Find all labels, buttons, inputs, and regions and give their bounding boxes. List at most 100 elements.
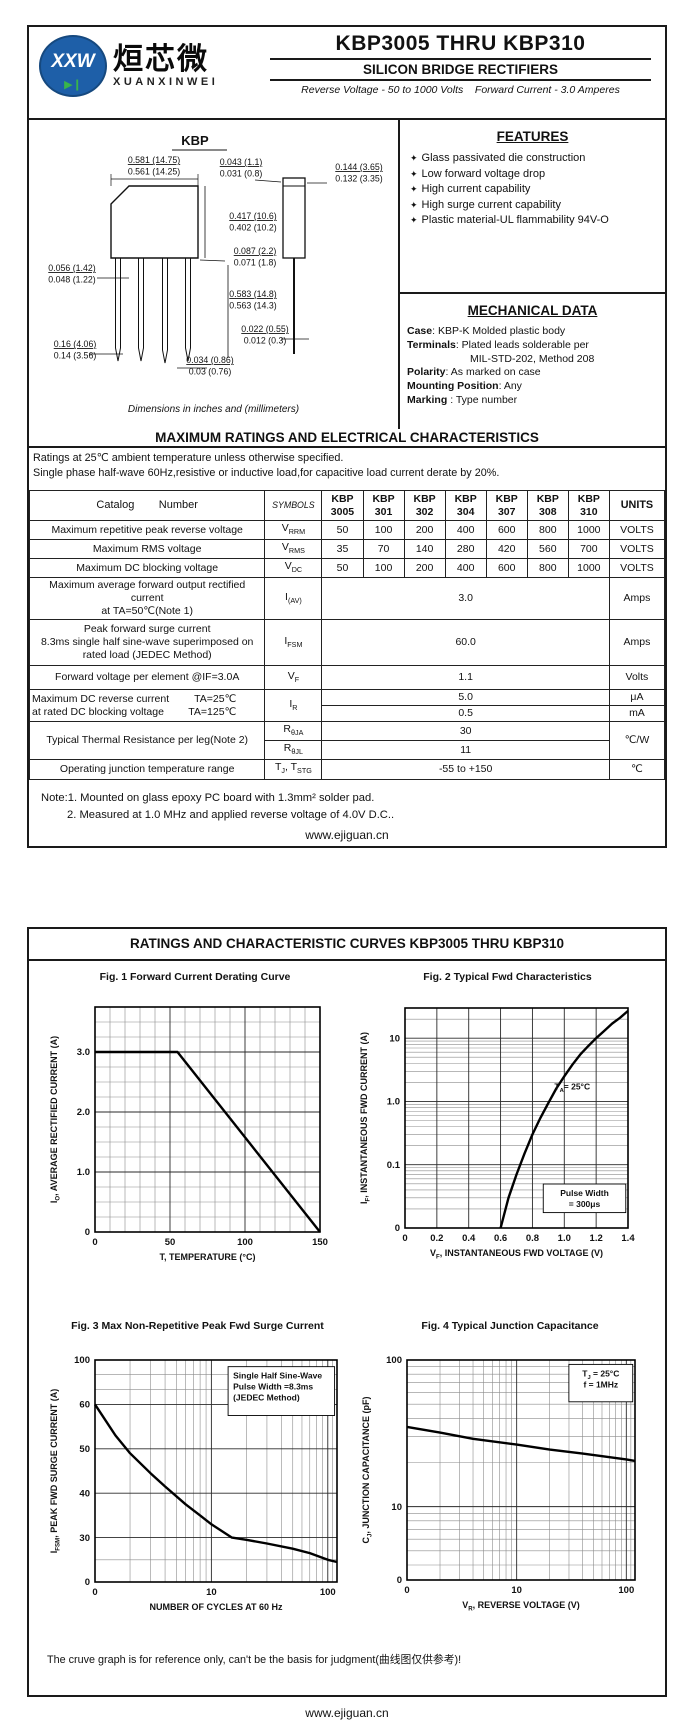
value-cell: 30 bbox=[321, 721, 610, 742]
dim-lead-thick-mm: 0.012 (0.3) bbox=[244, 336, 287, 346]
datasheet-page-1: XXW ▶❙ 烜芯微 XUANXINWEI KBP3005 THRU KBP31… bbox=[27, 25, 667, 848]
max-ratings-title: MAXIMUM RATINGS AND ELECTRICAL CHARACTER… bbox=[29, 429, 665, 448]
feature-text: High current capability bbox=[421, 183, 531, 195]
model-header-cell: KBP 310 bbox=[567, 490, 610, 521]
fig1-title: Fig. 1 Forward Current Derating Curve bbox=[99, 971, 291, 983]
value-cell: 140 bbox=[403, 539, 446, 560]
mech-row-terminals-2: MIL-STD-202, Method 208 bbox=[470, 352, 595, 365]
dim-lead-length-mm: 0.563 (14.3) bbox=[229, 301, 277, 311]
ratings-tagline: Reverse Voltage - 50 to 1000 Volts Forwa… bbox=[301, 84, 620, 96]
value-cell: 35 bbox=[321, 539, 364, 560]
svg-text:1.0: 1.0 bbox=[558, 1233, 571, 1244]
dim-lead-width-mm: 0.048 (1.22) bbox=[48, 275, 96, 285]
feature-item: ✦ Low forward voltage drop bbox=[400, 167, 665, 183]
ratings-table: Catalog Number SYMBOLS KBP 3005 KBP 301 KB… bbox=[28, 490, 666, 780]
table-row-iav: Maximum average forward output rectified… bbox=[28, 577, 666, 621]
feature-item: ✦ High current capability bbox=[400, 182, 665, 198]
svg-text:(JEDEC Method): (JEDEC Method) bbox=[233, 1393, 300, 1403]
model-header-cell: KBP 307 bbox=[485, 490, 528, 521]
package-outline-drawing: KBP bbox=[48, 133, 383, 377]
symbol-cell: IFSM bbox=[264, 619, 323, 667]
svg-text:1.0: 1.0 bbox=[77, 1167, 90, 1178]
svg-text:0: 0 bbox=[92, 1237, 97, 1248]
dim-body-height-mm: 0.402 (10.2) bbox=[229, 223, 277, 233]
svg-text:0: 0 bbox=[92, 1587, 97, 1598]
svg-text:Pulse Width =8.3ms: Pulse Width =8.3ms bbox=[233, 1382, 313, 1392]
svg-text:100: 100 bbox=[618, 1585, 634, 1596]
mech-row-terminals: Terminals: Plated leads solderable per bbox=[407, 338, 589, 351]
svg-text:IFSM, PEAK FWD SURGE CURRENT: IFSM, PEAK FWD SURGE CURRENT (A) bbox=[49, 1389, 61, 1553]
svg-text:0: 0 bbox=[397, 1575, 402, 1586]
value-cell: 5.0 bbox=[321, 689, 610, 707]
value-cell: 400 bbox=[444, 519, 487, 541]
bullet-icon: ✦ bbox=[410, 199, 418, 210]
value-cell: 800 bbox=[526, 558, 569, 579]
value-cell: 600 bbox=[485, 558, 528, 579]
svg-text:T, TEMPERATURE (°C): T, TEMPERATURE (°C) bbox=[160, 1252, 256, 1262]
svg-text:IO, AVERAGE RECTIFIED CURRENT: IO, AVERAGE RECTIFIED CURRENT (A) bbox=[49, 1036, 61, 1203]
logo-globe-icon: XXW ▶❙ bbox=[39, 35, 107, 97]
lead-1 bbox=[115, 257, 121, 362]
svg-text:NUMBER OF CYCLES AT 60 Hz: NUMBER OF CYCLES AT 60 Hz bbox=[149, 1602, 283, 1612]
dim-thickness-mm: 0.132 (3.35) bbox=[335, 174, 383, 184]
symbol-cell: VF bbox=[264, 665, 323, 691]
table-row-vrrm: Maximum repetitive peak reverse voltage … bbox=[28, 519, 666, 541]
bullet-icon: ✦ bbox=[410, 184, 418, 194]
logo-romanized-name: XUANXINWEI bbox=[113, 76, 219, 88]
units-header-cell: UNITS bbox=[608, 490, 666, 521]
feature-text: Glass passivated die construction bbox=[421, 152, 586, 164]
svg-text:3.0: 3.0 bbox=[77, 1047, 90, 1058]
svg-text:60: 60 bbox=[79, 1400, 90, 1411]
symbol-cell: VRRM bbox=[264, 519, 323, 541]
table-row-vf: Forward voltage per element @IF=3.0A VF … bbox=[28, 665, 666, 691]
note-1: Note:1. Mounted on glass epoxy PC board … bbox=[41, 791, 375, 804]
feature-text: High surge current capability bbox=[421, 198, 561, 211]
value-cell: 200 bbox=[403, 558, 446, 579]
model-header-cell: KBP 304 bbox=[444, 490, 487, 521]
fig3-surge-current-chart: 0 10 100 100 60 50 40 30 0 NUMBER OF CYCLES AT 60… bbox=[49, 1355, 338, 1612]
ratings-conditions: Ratings at 25℃ ambient temperature unles… bbox=[29, 448, 665, 490]
dimensions-caption: Dimensions in inches and (millimeters) bbox=[127, 404, 300, 415]
unit-cell: Amps bbox=[608, 577, 666, 621]
catalog-header-cell: Catalog Number bbox=[28, 490, 266, 521]
symbol-cell: RθJA bbox=[264, 721, 323, 742]
model-header-cell: KBP 301 bbox=[362, 490, 405, 521]
svg-text:= 300μs: = 300μs bbox=[569, 1199, 601, 1209]
feature-item: ✦ High surge current capability bbox=[400, 198, 665, 214]
features-title: FEATURES bbox=[496, 129, 569, 144]
table-row-tj: Operating junction temperature range TJ,… bbox=[28, 759, 666, 780]
value-cell: 60.0 bbox=[321, 619, 610, 667]
symbol-cell: IR bbox=[264, 689, 323, 723]
divider bbox=[270, 58, 651, 60]
symbol-cell: VDC bbox=[264, 558, 323, 579]
value-cell: 3.0 bbox=[321, 577, 610, 621]
value-cell: 0.5 bbox=[321, 705, 610, 723]
bullet-icon: ✦ bbox=[410, 215, 418, 225]
package-body-front bbox=[110, 185, 199, 259]
svg-text:0.4: 0.4 bbox=[462, 1233, 476, 1244]
param-label: Maximum DC blocking voltage bbox=[28, 558, 266, 579]
mechanical-data-title: MECHANICAL DATA bbox=[467, 303, 598, 318]
svg-text:0: 0 bbox=[402, 1233, 407, 1244]
fig1-derating-chart: 0 50 100 150 0 1.0 2.0 3.0 T, TEMPERATURE (°C) IO… bbox=[49, 1006, 328, 1262]
svg-text:1.2: 1.2 bbox=[590, 1233, 603, 1244]
fig2-title: Fig. 2 Typical Fwd Characteristics bbox=[423, 971, 592, 983]
mech-row-case: Case: KBP-K Molded plastic body bbox=[407, 325, 566, 337]
value-cell: 800 bbox=[526, 519, 569, 541]
document-subtitle: SILICON BRIDGE RECTIFIERS bbox=[362, 62, 558, 77]
svg-text:0: 0 bbox=[404, 1585, 409, 1596]
fig2-fwd-characteristics-chart: 0 0.2 0.4 0.6 0.8 1.0 1.2 1.4 10 1.0 0.1 0 VF, INSTA… bbox=[359, 1007, 635, 1260]
svg-text:150: 150 bbox=[312, 1237, 328, 1248]
svg-text:10: 10 bbox=[391, 1502, 402, 1513]
param-label: Peak forward surge current 8.3ms single … bbox=[28, 619, 266, 667]
svg-text:0: 0 bbox=[85, 1227, 90, 1238]
unit-cell: mA bbox=[608, 705, 666, 723]
curves-page-title: RATINGS AND CHARACTERISTIC CURVES KBP300… bbox=[29, 929, 665, 961]
notes-section: Note:1. Mounted on glass epoxy PC board … bbox=[29, 780, 665, 824]
note-2: 2. Measured at 1.0 MHz and applied rever… bbox=[67, 808, 395, 821]
package-name-label: KBP bbox=[181, 133, 209, 148]
svg-text:VR, REVERSE VOLTAGE (V): VR, REVERSE VOLTAGE (V) bbox=[462, 1600, 580, 1612]
lead-2 bbox=[138, 257, 144, 362]
param-label: Maximum repetitive peak reverse voltage bbox=[28, 519, 266, 541]
